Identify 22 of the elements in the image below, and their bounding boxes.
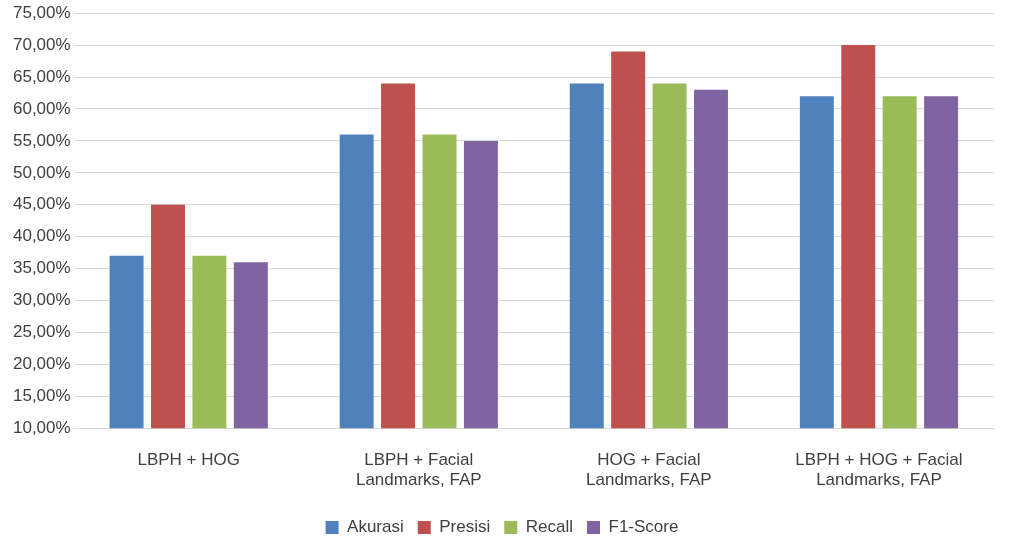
y-tick-label: 45,00% [12, 194, 71, 214]
legend-label: F1-Score [608, 517, 679, 537]
y-tick-label: 75,00% [12, 2, 71, 22]
x-tick-label: LBPH + Facial Landmarks, FAP [355, 450, 482, 490]
y-tick-label: 40,00% [12, 226, 71, 246]
y-tick-label: 25,00% [12, 322, 71, 342]
y-tick-label: 20,00% [12, 354, 71, 374]
y-tick-label: 70,00% [12, 34, 71, 54]
legend-label: Recall [525, 517, 574, 537]
x-tick-label: LBPH + HOG [137, 450, 240, 470]
x-tick-label: HOG + Facial Landmarks, FAP [586, 450, 712, 490]
y-tick-label: 10,00% [12, 417, 71, 437]
y-tick-label: 50,00% [12, 162, 71, 182]
y-tick-label: 15,00% [12, 385, 71, 405]
x-tick-label: LBPH + HOG + Facial Landmarks, FAP [795, 450, 963, 490]
y-tick-label: 55,00% [12, 130, 71, 150]
legend-label: Presisi [439, 517, 491, 537]
y-tick-label: 30,00% [12, 290, 71, 310]
y-tick-label: 65,00% [12, 66, 71, 86]
y-tick-label: 35,00% [12, 258, 71, 278]
y-tick-label: 60,00% [12, 98, 71, 118]
legend-label: Akurasi [347, 517, 404, 537]
